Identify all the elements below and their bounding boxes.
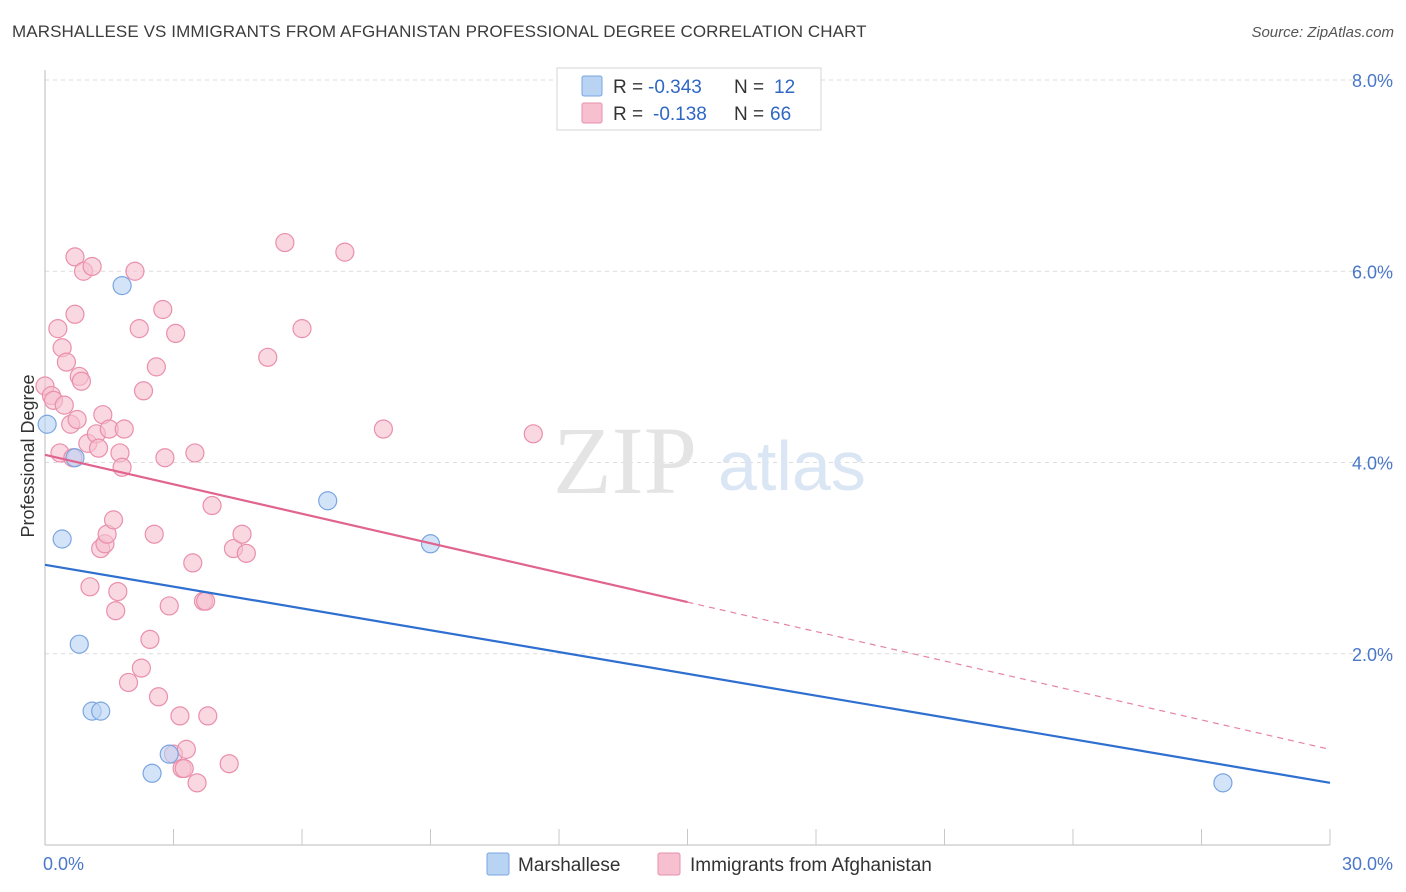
- data-point: [56, 352, 77, 372]
- data-point: [219, 754, 239, 774]
- data-point: [106, 601, 126, 621]
- data-point: [67, 409, 87, 430]
- data-point: [196, 591, 216, 611]
- y-tick-labels: 2.0% 4.0% 6.0% 8.0%: [1352, 71, 1393, 665]
- top-legend-n-value: 12: [774, 77, 795, 98]
- data-point: [155, 448, 175, 468]
- bottom-legend: Marshallese Immigrants from Afghanistan: [486, 852, 932, 876]
- y-tick-label: 6.0%: [1352, 262, 1393, 282]
- data-point: [170, 706, 190, 726]
- bottom-legend-swatch-blue: [486, 852, 510, 876]
- top-legend-r-value: -0.343: [648, 77, 702, 98]
- data-point: [148, 687, 169, 707]
- data-point: [129, 319, 149, 339]
- data-point: [118, 672, 139, 693]
- data-point: [159, 596, 179, 616]
- data-point: [275, 232, 295, 253]
- x-tick-marks: [173, 829, 1331, 845]
- data-point: [108, 581, 128, 602]
- watermark-zip: ZIP: [553, 407, 697, 514]
- trend-line: [44, 563, 1331, 784]
- y-tick-label: 2.0%: [1352, 645, 1393, 665]
- data-point: [144, 524, 164, 544]
- data-point: [48, 319, 68, 339]
- chart-title: MARSHALLESE VS IMMIGRANTS FROM AFGHANIST…: [12, 22, 867, 41]
- data-point: [187, 773, 207, 793]
- data-point: [236, 543, 256, 563]
- bottom-legend-swatch-pink: [657, 852, 681, 876]
- data-point: [183, 553, 203, 573]
- y-axis-label: Professional Degree: [18, 374, 38, 537]
- data-point: [80, 577, 100, 597]
- watermark-atlas: atlas: [718, 427, 866, 505]
- top-legend-swatch-pink: [581, 102, 603, 124]
- data-point: [37, 414, 57, 434]
- data-point: [71, 371, 92, 391]
- top-legend-swatch-blue: [581, 75, 603, 97]
- data-point: [146, 357, 166, 377]
- trend-line: [44, 453, 688, 604]
- top-legend-n-label: N =: [734, 77, 764, 98]
- top-legend-r-label: R =: [613, 77, 643, 98]
- data-point: [133, 381, 154, 401]
- data-point: [202, 495, 222, 516]
- data-point: [185, 443, 205, 463]
- data-point: [54, 395, 74, 415]
- data-point: [140, 629, 160, 650]
- data-point: [69, 634, 89, 654]
- data-point: [91, 701, 111, 721]
- bottom-legend-label-marshallese: Marshallese: [518, 855, 620, 876]
- data-point: [153, 299, 173, 320]
- trend-lines: [44, 453, 1331, 784]
- data-point: [232, 524, 252, 544]
- watermark: ZIP atlas: [553, 407, 866, 514]
- data-point: [292, 319, 312, 339]
- data-point: [318, 491, 338, 511]
- series-blue-points: [37, 275, 1233, 793]
- chart-source: Source: ZipAtlas.com: [1251, 24, 1394, 41]
- data-point: [176, 739, 196, 759]
- data-point: [142, 763, 162, 783]
- data-point: [114, 419, 134, 439]
- data-point: [523, 424, 543, 444]
- data-point: [166, 323, 186, 344]
- data-point: [131, 658, 151, 678]
- data-point: [1213, 773, 1233, 793]
- top-legend-r-value: -0.138: [653, 104, 707, 125]
- top-legend: R = -0.343 N = 12 R = -0.138 N = 66: [556, 67, 822, 131]
- y-tick-label: 8.0%: [1352, 71, 1393, 91]
- x-tick-label: 0.0%: [43, 854, 84, 874]
- grid-lines: [45, 79, 1393, 655]
- data-point: [258, 347, 278, 367]
- data-point: [198, 706, 218, 726]
- data-point: [82, 256, 102, 277]
- data-point: [88, 438, 109, 458]
- data-point: [125, 261, 145, 281]
- series-pink-points: [35, 232, 543, 793]
- data-point: [65, 304, 85, 324]
- top-legend-n-label: N =: [734, 104, 764, 125]
- data-point: [65, 247, 85, 267]
- data-point: [52, 529, 72, 549]
- y-tick-label: 4.0%: [1352, 454, 1393, 474]
- bottom-legend-label-afghanistan: Immigrants from Afghanistan: [690, 855, 932, 876]
- top-legend-r-label: R =: [613, 104, 643, 125]
- data-point: [103, 510, 124, 530]
- data-point: [335, 242, 355, 262]
- x-tick-label: 30.0%: [1342, 854, 1393, 874]
- x-tick-labels: 0.0% 30.0%: [43, 854, 1393, 874]
- top-legend-n-value: 66: [770, 104, 791, 125]
- data-point: [159, 744, 179, 764]
- data-point: [373, 419, 393, 439]
- data-point: [174, 758, 194, 779]
- data-point: [112, 275, 132, 296]
